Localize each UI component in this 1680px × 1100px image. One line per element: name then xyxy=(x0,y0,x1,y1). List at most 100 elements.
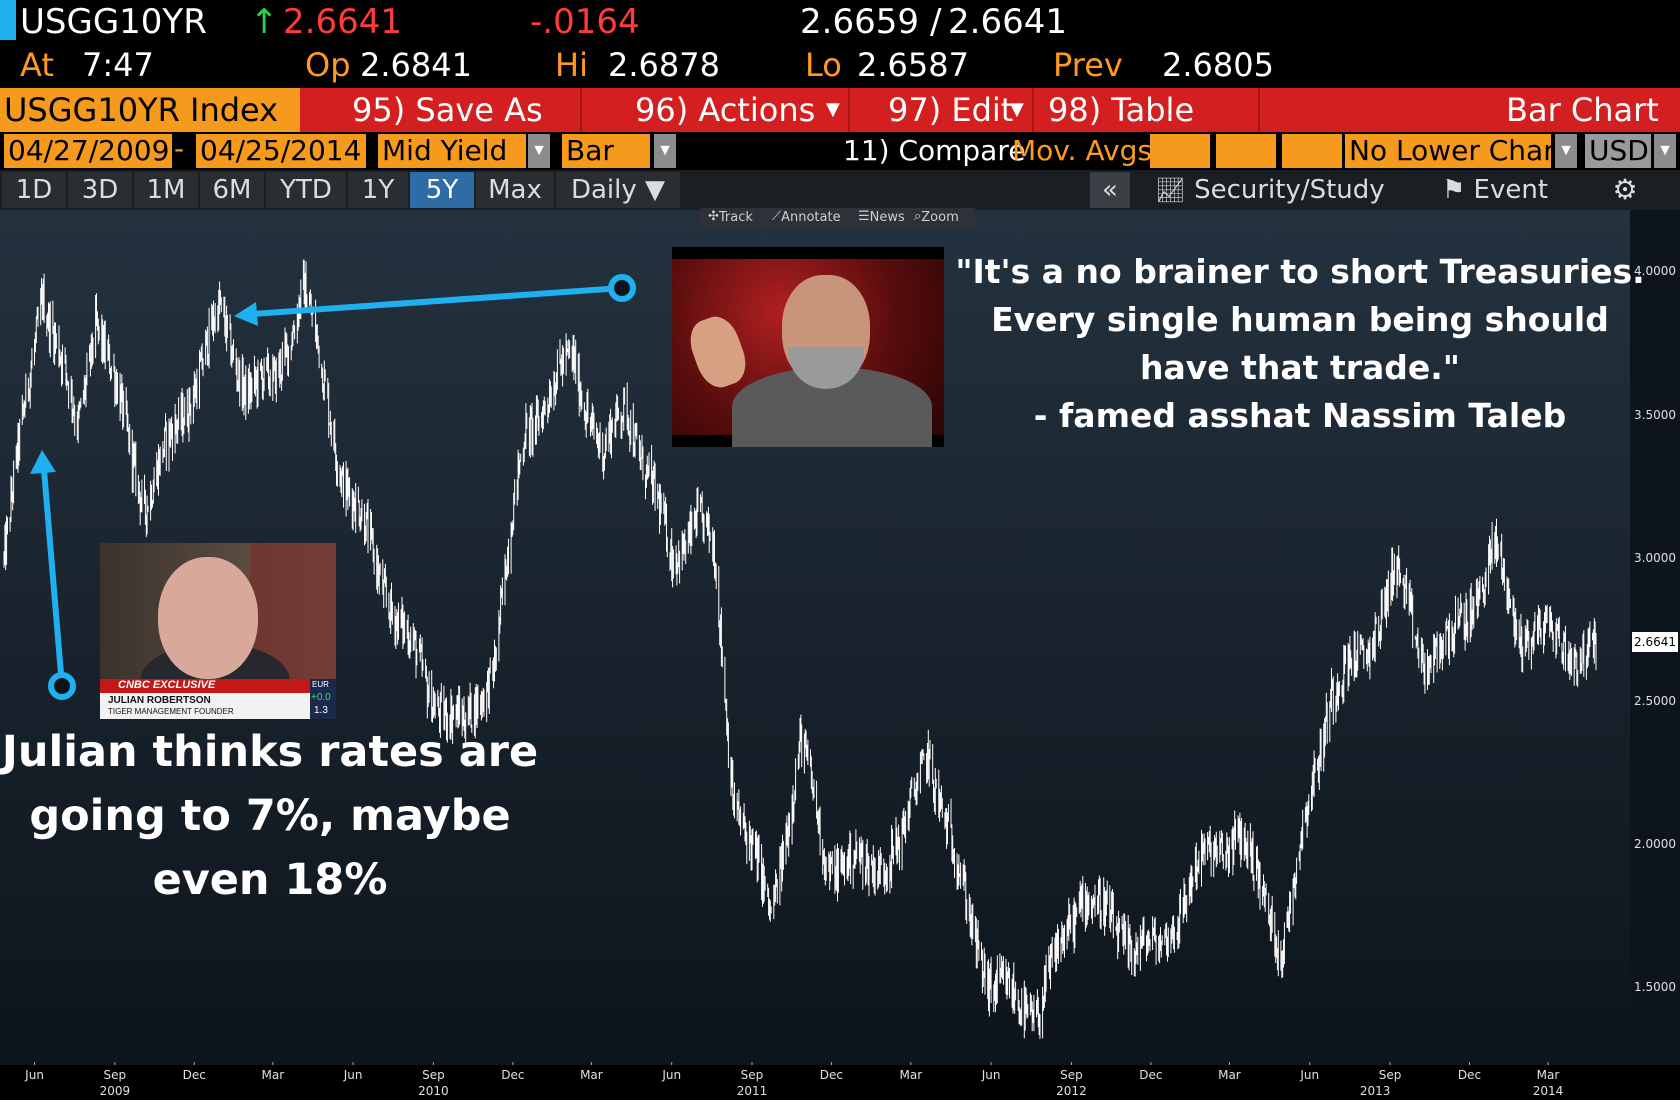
start-date-field[interactable]: 04/27/2009 xyxy=(4,134,172,168)
menu-bar: USGG10YR Index 95) Save As 96) Actions ▼… xyxy=(0,88,1680,132)
view-name: Bar Chart xyxy=(1506,91,1659,129)
julian-photo: CNBC EXCLUSIVE JULIAN ROBERTSON TIGER MA… xyxy=(100,543,336,719)
currency-dropdown-icon[interactable]: ▼ xyxy=(1654,134,1676,168)
menu-divider xyxy=(848,88,850,132)
news-button[interactable]: ☰ News xyxy=(858,209,905,225)
x-tick-label: Dec xyxy=(1457,1068,1482,1082)
ticker-marker xyxy=(0,0,16,40)
mov-avg-slot-1[interactable] xyxy=(1150,134,1210,168)
y-tick-label: 4.0000 xyxy=(1634,264,1676,279)
menu-divider xyxy=(1258,88,1260,132)
x-tick-label: Jun xyxy=(1300,1068,1320,1082)
high-label: Hi xyxy=(555,46,588,84)
tab-1d[interactable]: 1D xyxy=(2,172,66,208)
menu-divider xyxy=(580,88,582,132)
at-label: At xyxy=(20,46,54,84)
edit-button[interactable]: 97) Edit xyxy=(888,91,1014,129)
taleb-photo xyxy=(672,247,944,447)
cnbc-title: TIGER MANAGEMENT FOUNDER xyxy=(108,707,234,716)
x-tick-label: Jun xyxy=(343,1068,363,1082)
index-label[interactable]: USGG10YR Index xyxy=(0,88,300,132)
event-button[interactable]: ⚑ Event xyxy=(1415,172,1575,208)
taleb-quote-line: have that trade." xyxy=(1140,348,1460,387)
net-change: -.0164 xyxy=(530,2,640,42)
julian-caption: Julian thinks rates are going to 7%, may… xyxy=(0,720,540,912)
x-tick-label: Sep xyxy=(103,1068,127,1082)
tab-daily[interactable]: Daily ▼ xyxy=(556,172,680,208)
gear-icon[interactable]: ⚙ xyxy=(1585,172,1665,208)
open-label: Op xyxy=(305,46,351,84)
x-tick-label: Jun xyxy=(981,1068,1001,1082)
x-year-label: 2013 xyxy=(1359,1084,1391,1098)
quote-row-1: USGG10YR ↑ 2.6641 -.0164 2.6659 / 2.6641 xyxy=(0,0,1680,46)
chart-type-dropdown-icon[interactable]: ▼ xyxy=(654,134,676,168)
range-tabs-bar: 1D 3D 1M 6M YTD 1Y 5Y Max Daily ▼ « 📈︎ S… xyxy=(0,170,1680,210)
tab-ytd[interactable]: YTD xyxy=(266,172,346,208)
taleb-quote-line: - famed asshat Nassim Taleb xyxy=(1033,396,1567,435)
x-year-label: 2014 xyxy=(1532,1084,1564,1098)
table-button[interactable]: 98) Table xyxy=(1048,91,1195,129)
bid-ask-separator: / xyxy=(930,2,942,42)
cnbc-ticker-bot: 1.3 xyxy=(314,705,328,716)
zoom-button[interactable]: ⌕ Zoom xyxy=(914,209,959,225)
tab-3d[interactable]: 3D xyxy=(68,172,132,208)
cnbc-banner: CNBC EXCLUSIVE xyxy=(118,679,216,691)
track-button[interactable]: ✣ Track xyxy=(708,209,753,225)
lower-chart-dropdown-icon[interactable]: ▼ xyxy=(1555,134,1577,168)
security-study-label: Security/Study xyxy=(1194,175,1385,205)
currency-select[interactable]: USD xyxy=(1585,134,1651,168)
taleb-quote: "It's a no brainer to short Treasuries. … xyxy=(950,248,1650,440)
tab-5y[interactable]: 5Y xyxy=(410,172,474,208)
x-tick-label: Mar xyxy=(899,1068,923,1082)
y-tick-label: 3.5000 xyxy=(1634,407,1676,422)
tab-6m[interactable]: 6M xyxy=(200,172,264,208)
x-tick-label: Dec xyxy=(501,1068,525,1082)
event-label: Event xyxy=(1473,175,1549,205)
ask-price: 2.6641 xyxy=(948,2,1067,42)
edit-dropdown-icon[interactable]: ▼ xyxy=(1010,99,1024,120)
tab-1m[interactable]: 1M xyxy=(134,172,198,208)
settings-bar: 04/27/2009 - 04/25/2014 Mid Yield ▼ Bar … xyxy=(0,132,1680,170)
date-range-dash: - xyxy=(174,132,185,165)
up-arrow-icon: ↑ xyxy=(250,2,279,42)
actions-dropdown-icon[interactable]: ▼ xyxy=(826,99,840,120)
prev-label: Prev xyxy=(1053,46,1123,84)
tab-1y[interactable]: 1Y xyxy=(348,172,408,208)
chart-type-select[interactable]: Bar xyxy=(562,134,650,168)
security-study-button[interactable]: 📈︎ Security/Study xyxy=(1135,172,1405,208)
compare-button[interactable]: 11) Compare xyxy=(843,134,1026,167)
actions-button[interactable]: 96) Actions xyxy=(635,91,816,129)
high-value: 2.6878 xyxy=(608,46,720,84)
mov-avg-slot-2[interactable] xyxy=(1216,134,1276,168)
chart-toolbar: ✣ Track ⟋ Annotate ☰ News ⌕ Zoom xyxy=(700,208,975,228)
y-tick-label: 2.0000 xyxy=(1634,837,1676,852)
field-dropdown-icon[interactable]: ▼ xyxy=(528,134,550,168)
quote-time: 7:47 xyxy=(82,46,154,84)
field-select[interactable]: Mid Yield xyxy=(378,134,526,168)
annotate-button[interactable]: ⟋ Annotate xyxy=(772,209,841,225)
lower-chart-select[interactable]: No Lower Chart xyxy=(1345,134,1566,168)
price-bars xyxy=(3,259,1597,1039)
save-as-button[interactable]: 95) Save As xyxy=(352,91,543,129)
tab-max[interactable]: Max xyxy=(476,172,554,208)
cnbc-ticker-top: EUR xyxy=(312,680,329,689)
cnbc-name: JULIAN ROBERTSON xyxy=(108,695,211,706)
flag-icon: ⚑ xyxy=(1441,175,1466,205)
end-date-field[interactable]: 04/25/2014 xyxy=(196,134,366,168)
ticker: USGG10YR xyxy=(20,2,207,42)
x-tick-label: Sep xyxy=(1378,1068,1402,1082)
x-tick-label: Jun xyxy=(25,1068,44,1082)
menu-divider xyxy=(1032,88,1034,132)
low-value: 2.6587 xyxy=(857,46,969,84)
bid-price: 2.6659 xyxy=(800,2,919,42)
taleb-quote-line: "It's a no brainer to short Treasuries. xyxy=(955,252,1645,291)
collapse-button[interactable]: « xyxy=(1090,172,1130,208)
x-year-label: 2011 xyxy=(736,1084,768,1098)
mov-avgs-button[interactable]: Mov. Avgs xyxy=(1012,134,1152,167)
mov-avg-slot-3[interactable] xyxy=(1282,134,1342,168)
taleb-arrow xyxy=(234,274,636,326)
x-tick-label: Dec xyxy=(819,1068,844,1082)
julian-caption-line: Julian thinks rates are xyxy=(1,727,539,777)
x-tick-label: Mar xyxy=(1218,1068,1241,1082)
